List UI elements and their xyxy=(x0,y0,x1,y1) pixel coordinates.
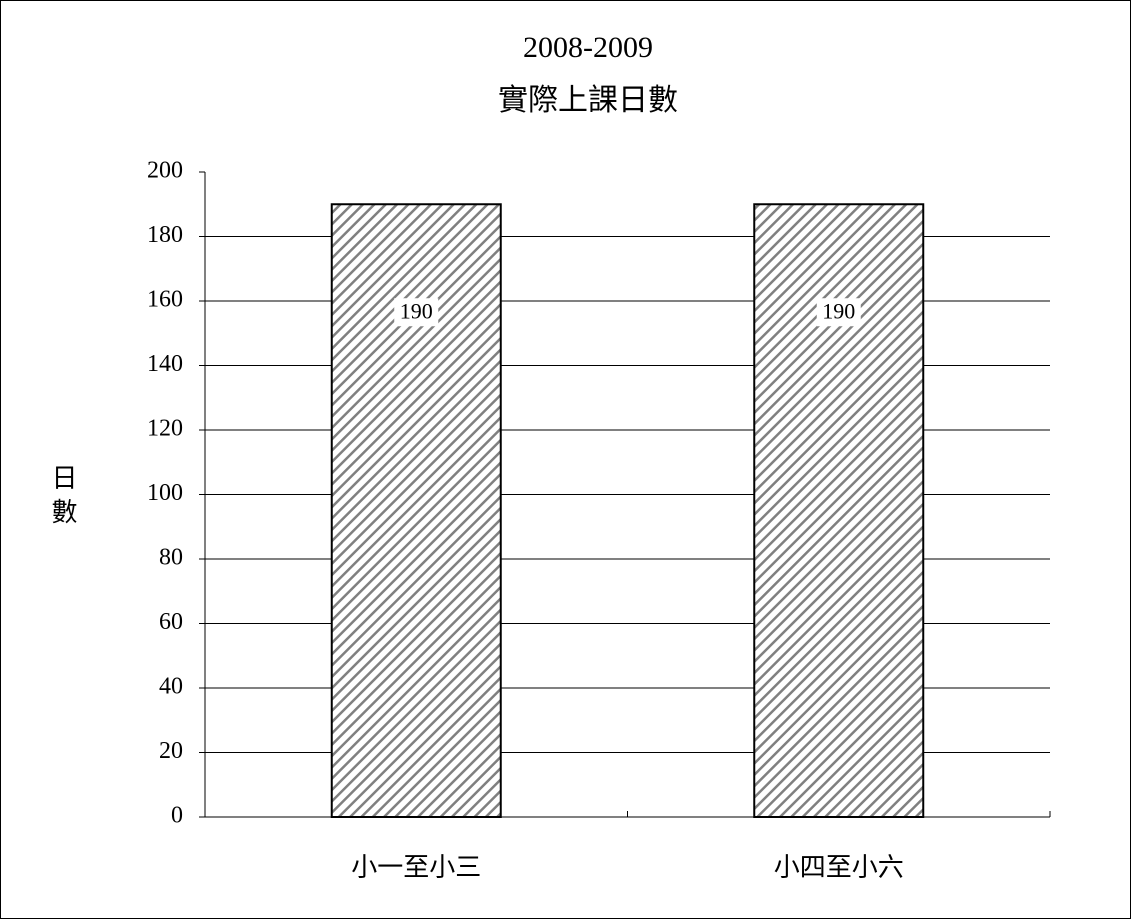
y-tick-label: 160 xyxy=(147,287,183,313)
x-tick-label: 小一至小三 xyxy=(351,853,481,882)
y-tick-label: 20 xyxy=(159,738,183,764)
bar xyxy=(330,203,502,818)
bar xyxy=(753,203,925,818)
x-tick-label: 小四至小六 xyxy=(774,853,904,882)
y-tick-label: 180 xyxy=(147,222,183,248)
y-tick-label: 200 xyxy=(147,158,183,184)
y-tick-label: 40 xyxy=(159,674,183,700)
y-tick-label: 80 xyxy=(159,545,183,571)
chart-title: 2008-2009 xyxy=(523,31,653,64)
y-tick-label: 140 xyxy=(147,351,183,377)
value-label-box xyxy=(816,298,861,327)
y-tick-label: 0 xyxy=(171,803,183,829)
y-tick-label: 60 xyxy=(159,609,183,635)
value-label-box xyxy=(394,298,439,327)
y-tick-label: 100 xyxy=(147,480,183,506)
y-axis-label: 日數 xyxy=(48,464,77,532)
value-label: 190 xyxy=(400,298,433,323)
chart-subtitle: 實際上課日數 xyxy=(498,84,678,117)
value-label: 190 xyxy=(822,298,855,323)
y-tick-label: 120 xyxy=(147,416,183,442)
